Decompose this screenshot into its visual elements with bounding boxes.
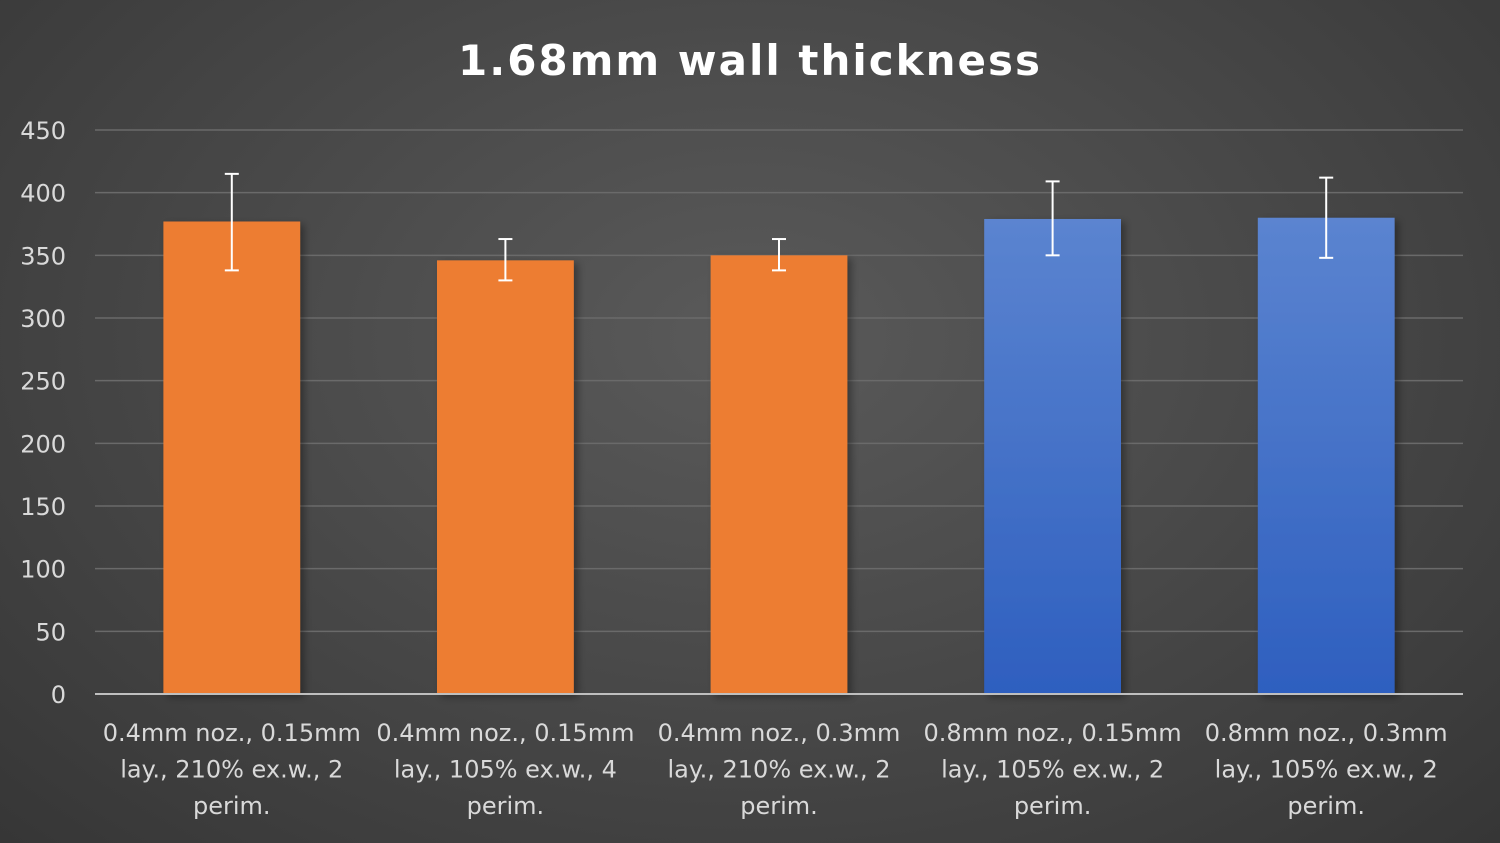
x-tick-label: 0.8mm noz., 0.3mm: [1205, 719, 1448, 747]
x-tick-label: 0.4mm noz., 0.15mm: [103, 719, 361, 747]
bar: [710, 255, 848, 695]
y-tick-label: 350: [20, 242, 66, 270]
x-tick-label: perim.: [740, 792, 818, 820]
x-tick-label: 0.8mm noz., 0.15mm: [924, 719, 1182, 747]
x-tick-label: perim.: [1014, 792, 1092, 820]
bar: [1257, 217, 1395, 694]
y-tick-label: 400: [20, 180, 66, 208]
bar: [437, 260, 574, 694]
y-tick-label: 200: [20, 430, 66, 458]
y-tick-label: 0: [51, 681, 66, 709]
bar: [984, 218, 1121, 694]
x-tick-label: perim.: [1287, 792, 1365, 820]
x-tick-label: lay., 105% ex.w., 4: [394, 756, 617, 784]
x-tick-label: lay., 210% ex.w., 2: [667, 756, 890, 784]
x-tick-label: lay., 105% ex.w., 2: [941, 756, 1164, 784]
x-axis: 0.4mm noz., 0.15mm lay., 210% ex.w., 2 per…: [95, 693, 1463, 820]
x-tick-label: perim.: [193, 792, 271, 820]
chart-title: 1.68mm wall thickness: [458, 36, 1042, 85]
y-tick-label: 250: [20, 368, 66, 396]
y-tick-label: 450: [20, 117, 66, 145]
x-tick-label: 0.4mm noz., 0.15mm: [376, 719, 634, 747]
y-tick-label: 300: [20, 305, 66, 333]
y-tick-label: 150: [20, 493, 66, 521]
x-tick-label: 0.4mm noz., 0.3mm: [658, 719, 901, 747]
x-tick-label: perim.: [467, 792, 545, 820]
x-tick-label: lay., 105% ex.w., 2: [1215, 756, 1438, 784]
bars: [163, 217, 1395, 695]
y-axis: 0 50 100 150 200 250 300 350 400 450: [20, 117, 66, 709]
y-tick-label: 50: [35, 618, 66, 646]
y-tick-label: 100: [20, 556, 66, 584]
error-bars: [224, 172, 1334, 282]
x-tick-label: lay., 210% ex.w., 2: [120, 756, 343, 784]
bar: [163, 221, 301, 694]
